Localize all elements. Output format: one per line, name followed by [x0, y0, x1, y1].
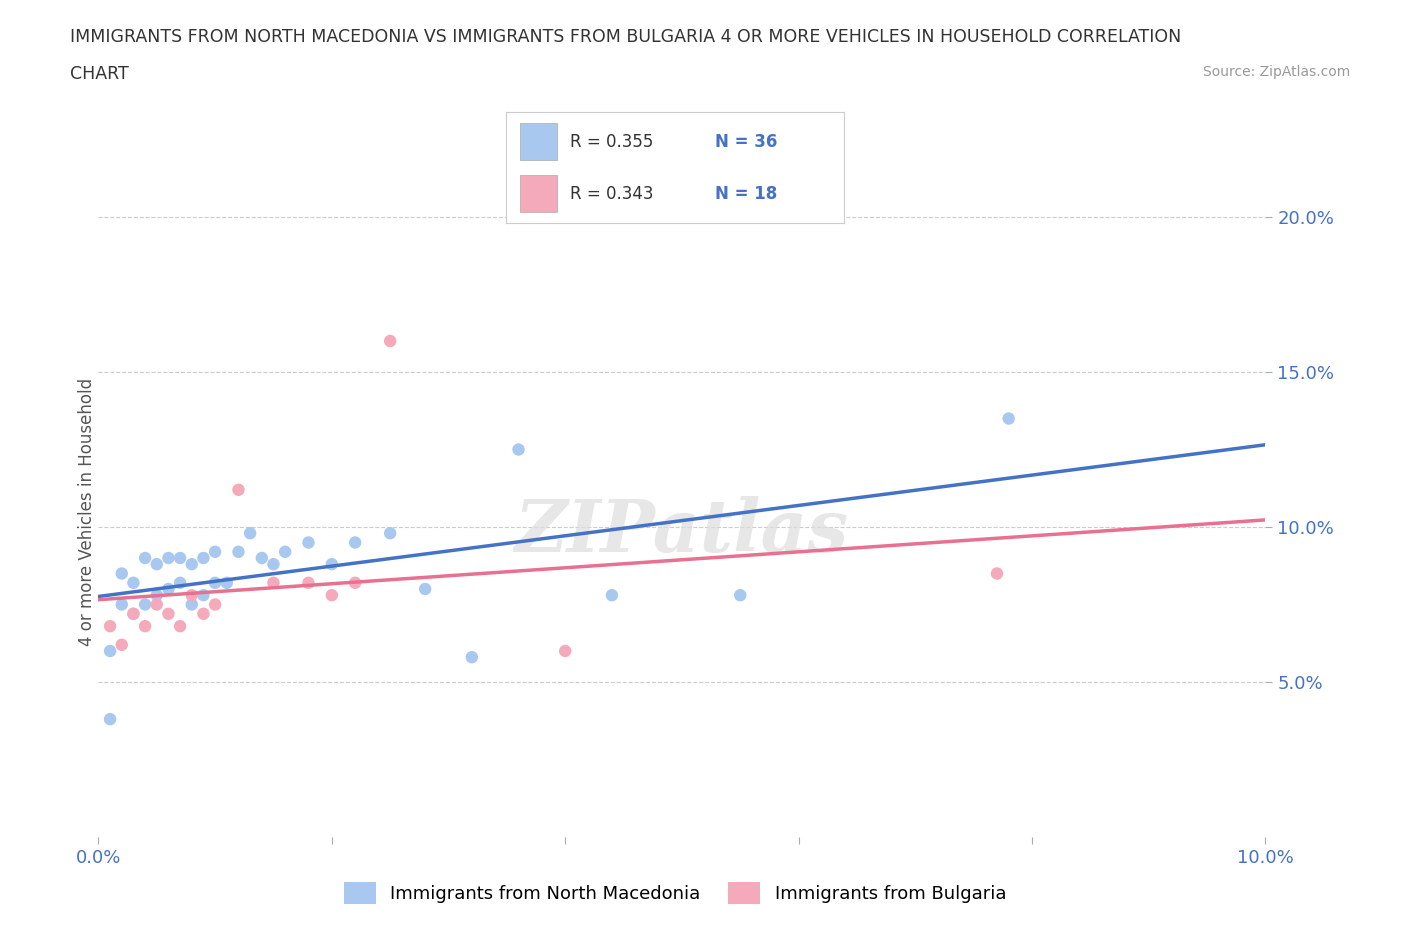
Text: Source: ZipAtlas.com: Source: ZipAtlas.com — [1202, 65, 1350, 79]
Y-axis label: 4 or more Vehicles in Household: 4 or more Vehicles in Household — [79, 378, 96, 645]
Point — [344, 535, 367, 550]
Point — [344, 576, 367, 591]
Point — [157, 581, 180, 596]
Point — [98, 644, 121, 658]
Point — [997, 411, 1019, 426]
Point — [321, 557, 343, 572]
Point — [554, 644, 576, 658]
Point — [111, 637, 134, 652]
Point — [250, 551, 273, 565]
Point — [321, 588, 343, 603]
Text: CHART: CHART — [70, 65, 129, 83]
Point — [122, 606, 145, 621]
Point — [215, 576, 238, 591]
Point — [193, 588, 215, 603]
Point — [169, 551, 191, 565]
Point — [169, 576, 191, 591]
Legend: Immigrants from North Macedonia, Immigrants from Bulgaria: Immigrants from North Macedonia, Immigra… — [336, 875, 1014, 911]
Point — [111, 566, 134, 581]
Point — [134, 597, 156, 612]
Point — [600, 588, 623, 603]
Point — [180, 557, 202, 572]
Point — [461, 650, 484, 665]
Point — [193, 551, 215, 565]
Point — [228, 483, 250, 498]
Point — [204, 576, 226, 591]
Point — [146, 588, 169, 603]
Point — [157, 606, 180, 621]
Point — [262, 557, 284, 572]
Point — [204, 544, 226, 559]
Point — [134, 551, 156, 565]
Point — [122, 576, 145, 591]
Point — [98, 711, 121, 726]
Point — [378, 334, 402, 349]
Point — [122, 606, 145, 621]
Point — [146, 557, 169, 572]
Point — [228, 544, 250, 559]
Point — [262, 576, 284, 591]
Point — [111, 597, 134, 612]
FancyBboxPatch shape — [520, 175, 557, 212]
Point — [413, 581, 436, 596]
Point — [297, 576, 319, 591]
Point — [157, 551, 180, 565]
Point — [180, 588, 202, 603]
Point — [986, 566, 1008, 581]
Text: N = 36: N = 36 — [716, 133, 778, 151]
Point — [169, 618, 191, 633]
Point — [98, 618, 121, 633]
Point — [180, 597, 202, 612]
Point — [204, 597, 226, 612]
Text: ZIPatlas: ZIPatlas — [515, 496, 849, 566]
Text: R = 0.355: R = 0.355 — [571, 133, 654, 151]
Point — [297, 535, 319, 550]
Text: R = 0.343: R = 0.343 — [571, 185, 654, 203]
Point — [508, 442, 530, 457]
FancyBboxPatch shape — [520, 123, 557, 160]
Text: N = 18: N = 18 — [716, 185, 778, 203]
Point — [728, 588, 751, 603]
Point — [146, 597, 169, 612]
Point — [378, 525, 402, 540]
Text: IMMIGRANTS FROM NORTH MACEDONIA VS IMMIGRANTS FROM BULGARIA 4 OR MORE VEHICLES I: IMMIGRANTS FROM NORTH MACEDONIA VS IMMIG… — [70, 28, 1181, 46]
Point — [193, 606, 215, 621]
Point — [274, 544, 297, 559]
Point — [239, 525, 262, 540]
Point — [134, 618, 156, 633]
